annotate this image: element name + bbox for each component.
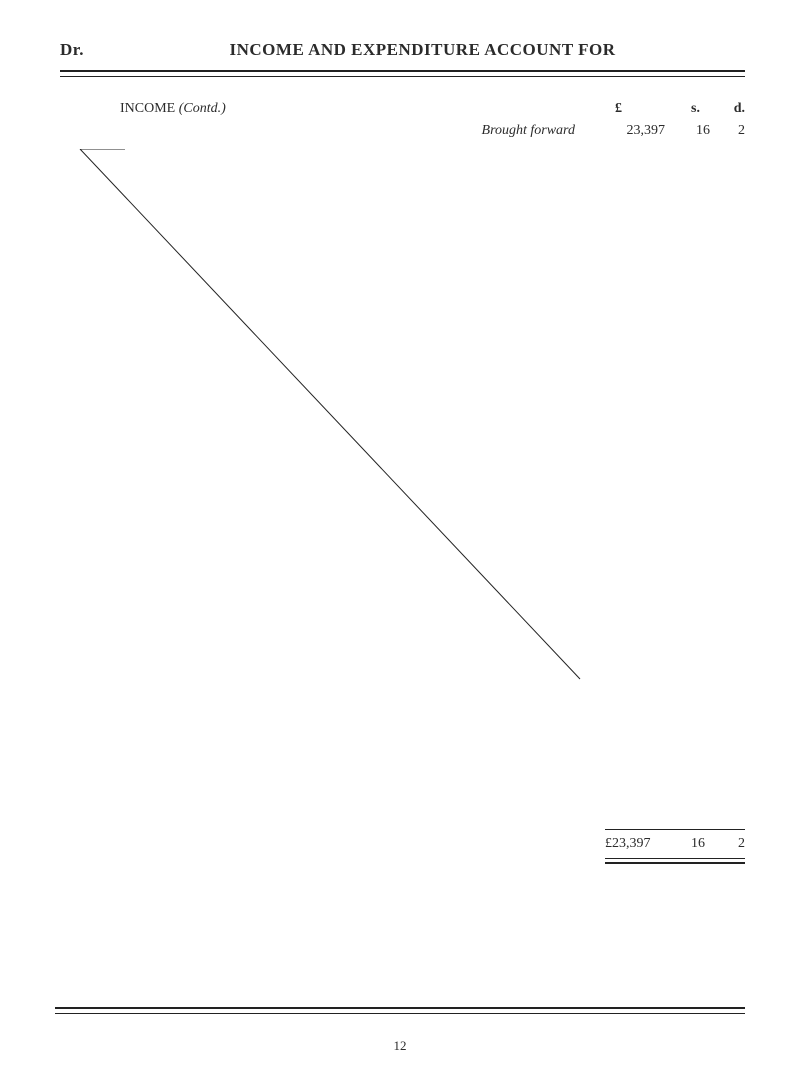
diagonal-strike (60, 149, 745, 789)
bottom-double-rule (55, 1007, 745, 1014)
page-number: 12 (0, 1038, 800, 1054)
diagonal-line (80, 149, 580, 679)
subhead-row: INCOME (Contd.) £ s. d. (60, 101, 745, 117)
total-amount: £23,397 16 2 (605, 834, 745, 854)
total-top-rule (605, 829, 745, 830)
page: Dr. INCOME AND EXPENDITURE ACCOUNT FOR I… (0, 0, 800, 1084)
total-bottom-double-rule (605, 858, 745, 864)
page-header: Dr. INCOME AND EXPENDITURE ACCOUNT FOR (60, 40, 745, 60)
pounds-symbol: £ (615, 101, 645, 117)
dr-label: Dr. (60, 40, 100, 60)
total-shillings: 16 (675, 836, 705, 852)
top-double-rule (60, 70, 745, 77)
total-pence: 2 (715, 836, 745, 852)
bf-shillings: 16 (670, 123, 710, 139)
total-spacer (60, 829, 605, 864)
account-title: INCOME AND EXPENDITURE ACCOUNT FOR (100, 40, 745, 60)
total-pounds: £23,397 (605, 836, 665, 852)
income-label: INCOME (120, 101, 175, 116)
bf-pounds: 23,397 (615, 123, 665, 139)
body-area (60, 149, 745, 789)
shillings-symbol: s. (660, 101, 700, 117)
brought-forward-row: Brought forward 23,397 16 2 (60, 123, 745, 139)
income-contd: (Contd.) (179, 101, 226, 116)
total-right: £23,397 16 2 (605, 829, 745, 864)
total-block: £23,397 16 2 (60, 829, 745, 864)
income-heading: INCOME (Contd.) (60, 101, 615, 117)
currency-header: £ s. d. (615, 101, 745, 117)
bf-pence: 2 (715, 123, 745, 139)
brought-forward-label: Brought forward (60, 123, 615, 139)
brought-forward-amount: 23,397 16 2 (615, 123, 745, 139)
pence-symbol: d. (715, 101, 745, 117)
